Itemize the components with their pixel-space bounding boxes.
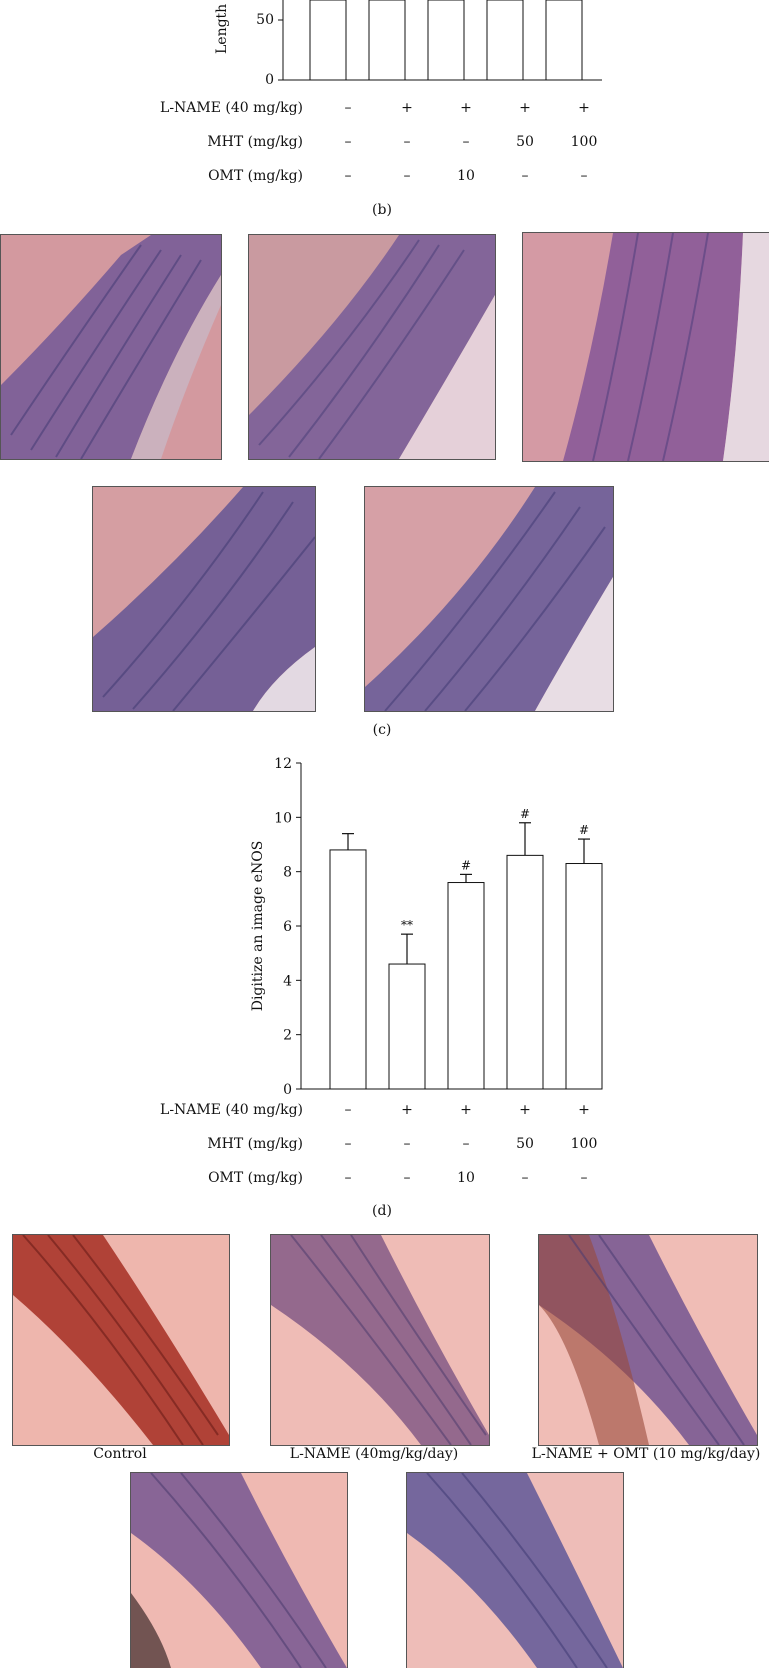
micrograph-c5 [364,486,614,712]
y-tick-label: 10 [274,810,292,826]
panel-b-row-label: OMT (mg/kg) [208,168,303,184]
panel-b-row-value: – [521,168,529,184]
panel-b-row-value: + [519,100,531,116]
micrograph-c4 [92,486,316,712]
micrograph-e4 [130,1472,348,1668]
panel-b-row-value: 100 [570,134,598,150]
panel-d-row-value: – [403,1170,411,1186]
panel-d-row-value: – [462,1136,470,1152]
panel-d-row-value: + [460,1102,472,1118]
panel-b-row-value: 50 [516,134,534,150]
panel-b-row-value: 10 [457,168,475,184]
panel-d-row-value: + [401,1102,413,1118]
panel-b-ytick-50: 50 [256,12,274,28]
y-tick-label: 6 [283,919,292,935]
panel-b-bar [486,0,524,81]
panel-b-row-value: + [460,100,472,116]
micrograph-e2 [270,1234,490,1446]
panel-b-bar [427,0,465,81]
panel-b-row-value: – [462,134,470,150]
micrograph-e3 [538,1234,758,1446]
significance-mark: # [579,823,589,837]
caption-l-name: L-NAME (40mg/kg/day) [289,1446,459,1462]
chart-d: 0 2 4 6 8 10 12 Digitize an image eNOS ** # # # [250,756,603,1098]
panel-b-row-value: + [578,100,590,116]
bar [506,854,544,1090]
panel-d-row-label: L-NAME (40 mg/kg) [160,1102,303,1118]
panel-d-row-label: OMT (mg/kg) [208,1170,303,1186]
panel-d-row-value: – [344,1170,352,1186]
significance-mark: ** [401,918,413,932]
panel-c-label: (c) [372,722,392,738]
micrograph-e1 [12,1234,230,1446]
y-tick-label: 8 [283,865,292,881]
panel-d-row-value: – [344,1136,352,1152]
bar [329,849,367,1090]
bar [388,963,426,1090]
micrograph-c1 [0,234,222,460]
significance-mark: # [461,858,471,872]
y-tick-label: 2 [283,1028,292,1044]
panel-d-row-value: 100 [570,1136,598,1152]
panel-b-row-value: – [344,100,352,116]
panel-d-row-value: 10 [457,1170,475,1186]
panel-d-row-value: + [519,1102,531,1118]
panel-b-row-value: – [344,134,352,150]
panel-b-bar [309,0,347,81]
bar [565,863,603,1090]
micrograph-c3 [522,232,769,462]
panel-d-row-label: MHT (mg/kg) [207,1136,303,1152]
panel-d-row-value: – [344,1102,352,1118]
panel-b-row-value: – [344,168,352,184]
panel-b-ytick-0: 0 [265,72,274,88]
y-tick-label: 4 [283,973,292,989]
panel-d-row-value: + [578,1102,590,1118]
y-tick-label: 0 [283,1082,292,1098]
panel-b-row-value: – [403,168,411,184]
micrograph-e5 [406,1472,624,1668]
panel-d-label: (d) [372,1203,392,1219]
panel-d-row-value: – [580,1170,588,1186]
y-axis-label: Digitize an image eNOS [250,841,266,1012]
panel-b-row-label: MHT (mg/kg) [207,134,303,150]
panel-d-row-value: 50 [516,1136,534,1152]
panel-b-bar [545,0,583,81]
panel-b-axes [278,0,602,81]
micrograph-c2 [248,234,496,460]
panel-b-row-value: – [403,134,411,150]
y-tick-label: 12 [274,756,292,772]
panel-b-bar [368,0,406,81]
panel-b-label: (b) [372,202,392,218]
panel-b-row-value: + [401,100,413,116]
caption-control: Control [93,1446,147,1462]
panel-d-row-value: – [403,1136,411,1152]
panel-d-row-value: – [521,1170,529,1186]
significance-mark: # [520,807,530,821]
bar [447,882,485,1090]
panel-b-row-value: – [580,168,588,184]
panel-b-row-label: L-NAME (40 mg/kg) [160,100,303,116]
caption-l-name-omt: L-NAME + OMT (10 mg/kg/day) [531,1446,761,1462]
